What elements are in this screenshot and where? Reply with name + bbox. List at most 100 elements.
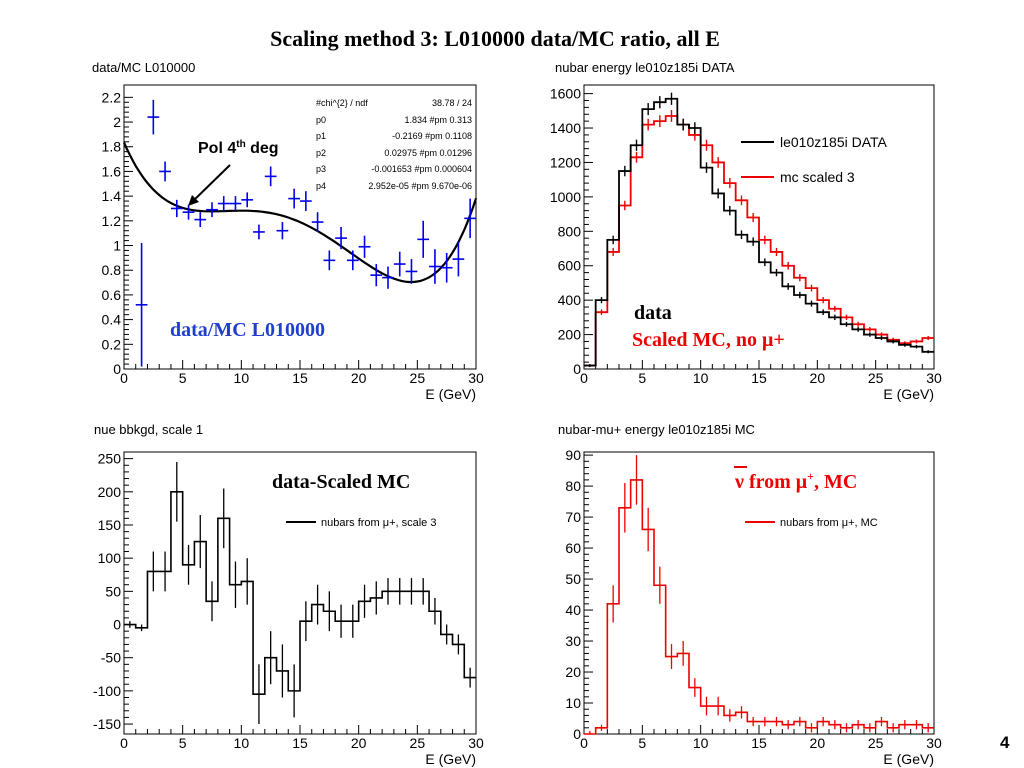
panel2-xtick-label: 25	[868, 370, 884, 386]
pol4-arrow-head	[188, 195, 199, 206]
fit-row-name-2: p1	[316, 131, 326, 141]
panel4-xlabel: E (GeV)	[883, 751, 934, 767]
panel4-xtick-label: 25	[868, 735, 884, 751]
scaled-mc-annotation: Scaled MC, no μ+	[632, 329, 785, 351]
panel3-ytick-label: 0	[113, 617, 121, 633]
panel2-title: nubar energy le010z185i DATA	[555, 60, 735, 75]
panel2-ytick-label: 200	[558, 327, 582, 343]
fit-row-name-5: p4	[316, 181, 326, 191]
panel3-ytick-label: 250	[98, 451, 122, 467]
panel4-ytick-label: 80	[565, 478, 581, 494]
slide-title: Scaling method 3: L010000 data/MC ratio,…	[270, 26, 720, 51]
chart-panel-nubar-mu-mc: nubar-mu+ energy le010z185i MC 0 5 10 15 20 2…	[558, 422, 942, 767]
panel4-ytick-label: 10	[565, 695, 581, 711]
fit-row-name-4: p3	[316, 164, 326, 174]
panel4-axes: 0 5 10 15 20 25 30 0 10 20 30 40 50 60 70 80 90	[565, 447, 942, 751]
pol4-arrow-shaft	[190, 164, 231, 204]
panel4-ytick-label: 30	[565, 633, 581, 649]
pol4-annotation: Pol 4th deg	[198, 139, 279, 157]
panel3-ytick-label: 50	[105, 583, 121, 599]
panel2-axes: 0 5 10 15 20 25 30 0 200 400 600 800 1000 1200 1400 160…	[550, 86, 942, 386]
panel1-ytick-label: 1.2	[102, 213, 122, 229]
panel3-xtick-label: 15	[292, 735, 308, 751]
panel2-xtick-label: 10	[693, 370, 709, 386]
panel2-ytick-label: 600	[558, 258, 582, 274]
chart-panel-nubar-energy: nubar energy le010z185i DATA 0 5 10 15 20 25 3…	[550, 60, 942, 402]
panel1-ytick-label: 2.2	[102, 89, 122, 105]
panel2-xtick-label: 0	[580, 370, 588, 386]
fit-row-value-1: 1.834 #pm 0.313	[404, 115, 472, 125]
panel2-plot-area	[584, 92, 934, 367]
panel2-ytick-label: 400	[558, 292, 582, 308]
panel4-ytick-label: 70	[565, 509, 581, 525]
panel3-axes: 0 5 10 15 20 25 30 -150 -100 -50 0 50 100 150 200 250	[93, 451, 484, 751]
panel2-xtick-label: 5	[638, 370, 646, 386]
legend-label-data: le010z185i DATA	[780, 134, 888, 150]
data-mc-label: data/MC L010000	[170, 319, 325, 341]
fit-row-name-3: p2	[316, 148, 326, 158]
panel2-xtick-label: 15	[751, 370, 767, 386]
panel1-ytick-label: 0.2	[102, 336, 122, 352]
panel2-xtick-label: 20	[810, 370, 826, 386]
panel1-ytick-label: 0.8	[102, 262, 122, 278]
panel4-ytick-label: 0	[573, 726, 581, 742]
panel1-xlabel: E (GeV)	[425, 386, 476, 402]
panel4-plot-area	[584, 455, 934, 735]
panel1-ytick-label: 2	[113, 114, 121, 130]
panel4-ytick-label: 20	[565, 664, 581, 680]
pol4-fit-curve	[122, 142, 478, 284]
panel4-ytick-label: 40	[565, 602, 581, 618]
fit-row-value-4: -0.001653 #pm 0.000604	[371, 164, 472, 174]
panel2-ytick-label: 1000	[550, 189, 581, 205]
panel3-ytick-label: 150	[98, 517, 122, 533]
chart-panel-data-mc-ratio: data/MC L010000 0 5 10 15 20 25 30 0 0.2 0.4 0.6 0.…	[92, 60, 484, 402]
panel3-ytick-label: -100	[93, 683, 121, 699]
panel3-ytick-label: 100	[98, 550, 122, 566]
data-scaled-mc-label: data-Scaled MC	[272, 471, 410, 493]
legend-label-nubars-mc: nubars from μ+, MC	[780, 517, 878, 529]
fit-row-value-5: 2.952e-05 #pm 9.670e-06	[368, 181, 472, 191]
panel4-xtick-label: 0	[580, 735, 588, 751]
panel4-ytick-label: 60	[565, 540, 581, 556]
panel3-ytick-label: -150	[93, 716, 121, 732]
difference-histogram	[124, 491, 476, 695]
panel4-ytick-label: 90	[565, 447, 581, 463]
panel2-xlabel: E (GeV)	[883, 386, 934, 402]
panel1-xtick-label: 20	[351, 370, 367, 386]
panel1-xtick-label: 5	[179, 370, 187, 386]
panel4-xtick-label: 30	[926, 735, 942, 751]
legend-label-nubars-scale3: nubars from μ+, scale 3	[321, 517, 436, 529]
panel3-xtick-label: 5	[179, 735, 187, 751]
panel3-xtick-label: 0	[120, 735, 128, 751]
panel1-xtick-label: 25	[410, 370, 426, 386]
panel3-title: nue bbkgd, scale 1	[94, 422, 203, 437]
panel3-xlabel: E (GeV)	[425, 751, 476, 767]
panel3-xtick-label: 30	[468, 735, 484, 751]
fit-row-name-1: p0	[316, 115, 326, 125]
panel1-ytick-label: 0.4	[102, 312, 122, 328]
panel1-ytick-label: 1.6	[102, 163, 122, 179]
panel1-title: data/MC L010000	[92, 60, 195, 75]
fit-row-value-0: 38.78 / 24	[432, 98, 472, 108]
panel3-xtick-label: 25	[410, 735, 426, 751]
data-histogram	[584, 97, 934, 367]
panel1-xtick-label: 10	[234, 370, 250, 386]
panel2-xtick-label: 30	[926, 370, 942, 386]
chart-panel-nue-bbkgd: nue bbkgd, scale 1 0 5 10 15 20 25 30 -150 -100 -…	[93, 422, 484, 767]
panel1-axes: 0 5 10 15 20 25 30 0 0.2 0.4 0.6 0.8 1 1.2 1.4 1.6 1.8 2 2…	[102, 89, 484, 386]
panel4-xtick-label: 15	[751, 735, 767, 751]
data-annotation: data	[634, 302, 672, 324]
legend-label-mc: mc scaled 3	[780, 169, 855, 185]
panel1-ytick-label: 0.6	[102, 287, 122, 303]
fit-stats-box: #chi^{2} / ndf 38.78 / 24 p0 1.834 #pm 0…	[316, 98, 472, 191]
panel1-ytick-label: 1.4	[102, 188, 122, 204]
panel4-ytick-label: 50	[565, 571, 581, 587]
fit-row-value-2: -0.2169 #pm 0.1108	[392, 131, 472, 141]
panel3-ytick-label: 200	[98, 484, 122, 500]
panel1-xtick-label: 15	[292, 370, 308, 386]
panel1-ytick-label: 0	[113, 361, 121, 377]
panel2-ytick-label: 1400	[550, 120, 581, 136]
panel2-ytick-label: 800	[558, 223, 582, 239]
panel4-title: nubar-mu+ energy le010z185i MC	[558, 422, 755, 437]
